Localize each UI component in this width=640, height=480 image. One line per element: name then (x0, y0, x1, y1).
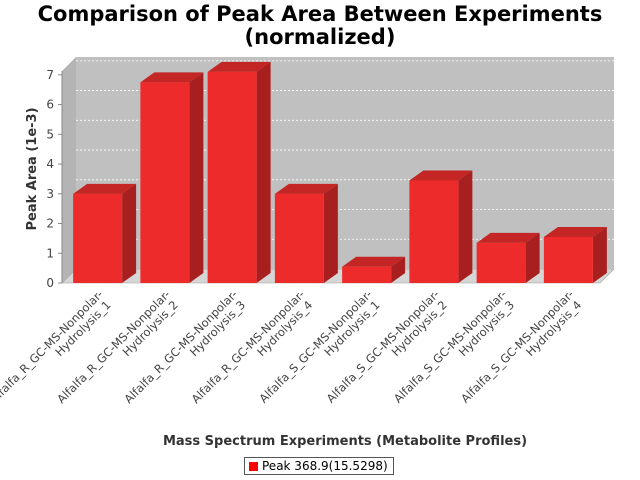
y-tick-label: 7 (46, 68, 54, 82)
bar-top (140, 72, 204, 83)
y-tick-label: 4 (46, 157, 54, 171)
bar (207, 61, 271, 283)
bar-front (274, 193, 324, 283)
x-tick-label: Alfalfa_S_GC-MS-Nonpolar-Hydrolysis_3 (391, 287, 519, 415)
x-tick-label: Alfalfa_S_GC-MS-Nonpolar-Hydrolysis_2 (324, 287, 452, 415)
bar-side (592, 226, 607, 283)
y-axis-label: Peak Area (1e-3) (25, 107, 40, 230)
bar-front (342, 266, 392, 283)
bar-top (543, 226, 607, 237)
bar-top (342, 256, 406, 267)
y-tick-label: 0 (46, 276, 54, 290)
x-axis: Alfalfa_R_GC-MS-Nonpolar-Hydrolysis_1Alf… (0, 287, 586, 415)
y-axis: 0 1 2 3 4 5 6 7 (46, 68, 63, 290)
bar-side (256, 61, 271, 283)
bar (342, 256, 406, 283)
bar-front (140, 82, 190, 283)
bar (73, 183, 137, 283)
bar-side (525, 232, 540, 283)
bars (73, 61, 607, 283)
legend: Peak 368.9(15.5298) (244, 457, 394, 475)
chart-title: Comparison of Peak Area Between Experime… (37, 2, 603, 26)
bar-top (409, 170, 473, 181)
bar-front (73, 193, 123, 283)
bar-side (323, 183, 338, 283)
y-tick-label: 6 (46, 98, 54, 112)
bar (274, 183, 338, 283)
bar-top (207, 61, 271, 72)
y-tick-label: 5 (46, 127, 54, 141)
x-tick-label: Alfalfa_R_GC-MS-Nonpolar-Hydrolysis_2 (54, 287, 182, 415)
bar (543, 226, 607, 283)
x-tick-label: Alfalfa_S_GC-MS-Nonpolar-Hydrolysis_1 (256, 287, 384, 415)
bar (476, 232, 540, 283)
y-tick-label: 1 (46, 246, 54, 260)
x-tick-label: Alfalfa_S_GC-MS-Nonpolar-Hydrolysis_4 (458, 287, 586, 415)
bar (140, 72, 204, 283)
x-tick-label: Alfalfa_R_GC-MS-Nonpolar-Hydrolysis_3 (121, 287, 249, 415)
plot-side-wall (62, 57, 76, 283)
bar-side (458, 170, 473, 283)
bar-front (207, 71, 257, 283)
bar-side (189, 72, 204, 283)
y-tick-label: 3 (46, 187, 54, 201)
bar-front (476, 242, 526, 283)
bar-side (391, 256, 406, 283)
x-tick-label: Alfalfa_R_GC-MS-Nonpolar-Hydrolysis_4 (189, 287, 317, 415)
bar-top (73, 183, 137, 194)
chart-subtitle: (normalized) (244, 25, 396, 49)
bar-front (543, 236, 593, 283)
legend-swatch (249, 461, 258, 471)
y-tick-label: 2 (46, 217, 54, 231)
bar-top (274, 183, 338, 194)
bar-side (122, 183, 137, 283)
bar-top (476, 232, 540, 243)
x-axis-label: Mass Spectrum Experiments (Metabolite Pr… (163, 434, 527, 449)
legend-label: Peak 368.9(15.5298) (262, 459, 388, 473)
bar-front (409, 180, 459, 283)
bar (409, 170, 473, 283)
